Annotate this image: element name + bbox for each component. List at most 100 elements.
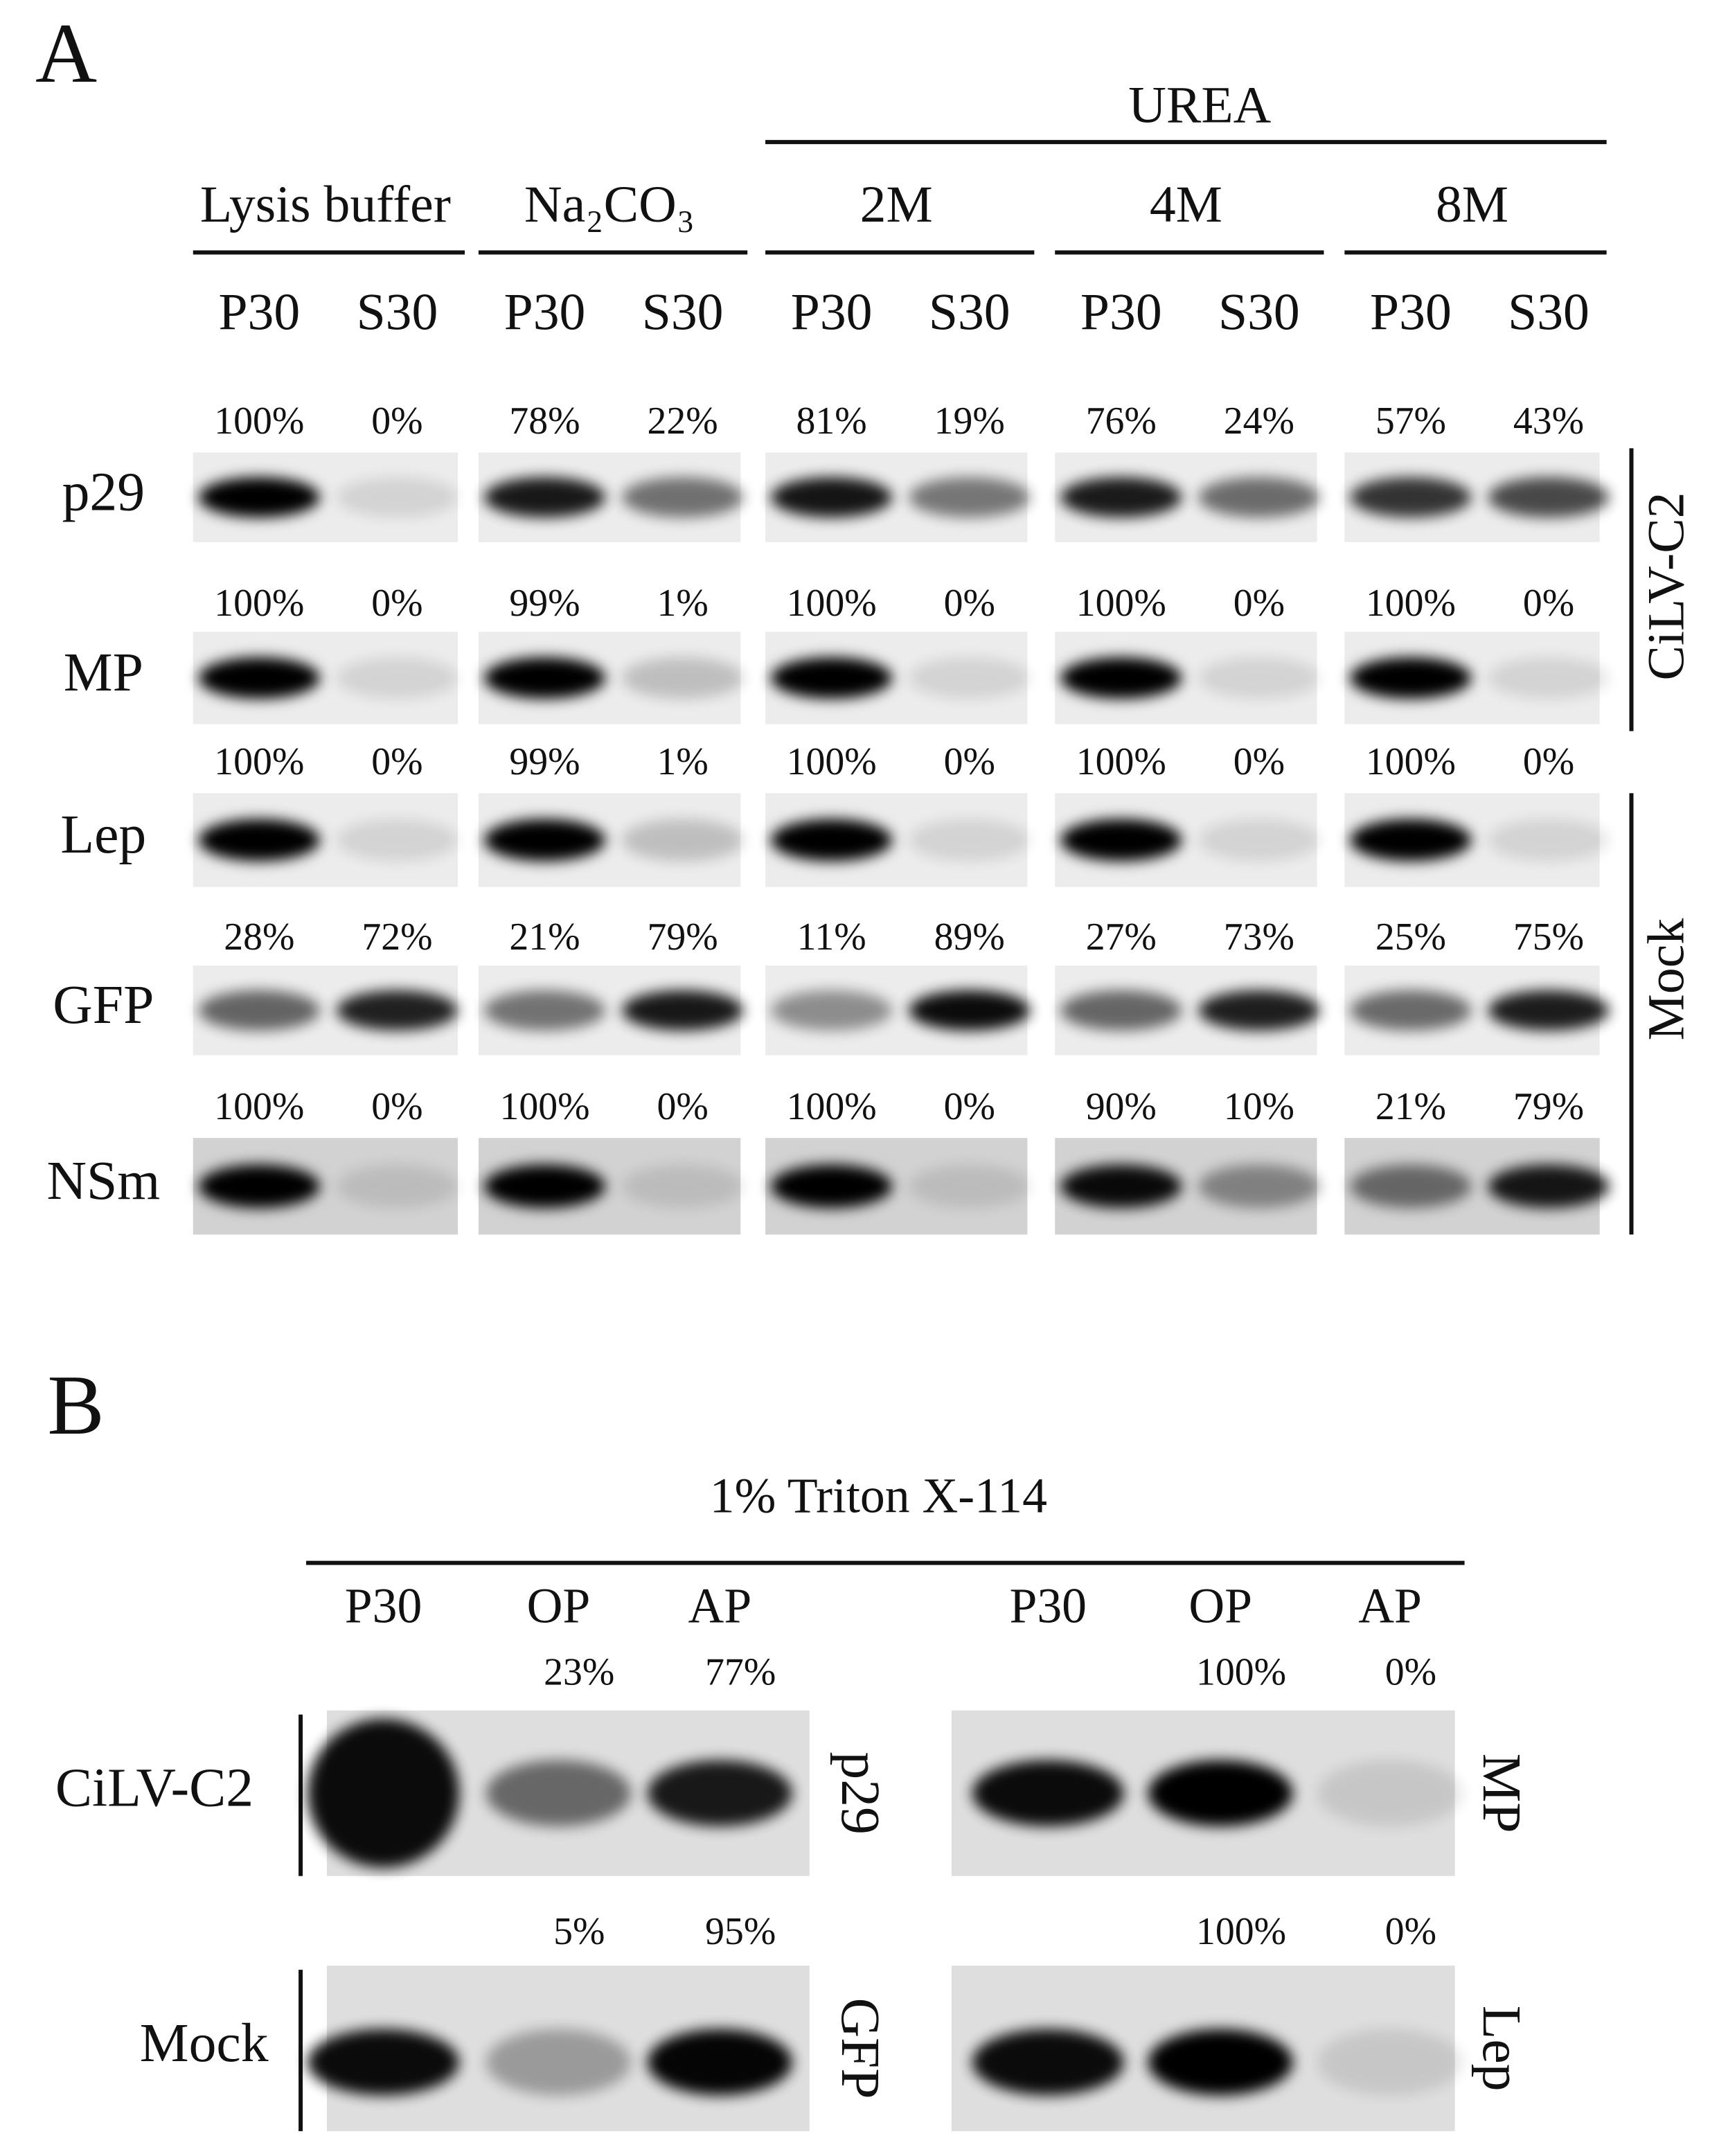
- band: [1350, 819, 1472, 862]
- lane-label: P30: [1370, 283, 1452, 341]
- panel-label: B: [47, 1357, 104, 1452]
- band: [621, 990, 744, 1031]
- lane-label: P30: [345, 1578, 422, 1634]
- band: [1350, 1164, 1472, 1209]
- band: [647, 2029, 792, 2096]
- band: [198, 990, 320, 1031]
- band: [771, 990, 893, 1031]
- percent-label: 28%: [224, 916, 294, 959]
- percent-label: 0%: [1233, 582, 1285, 625]
- band: [336, 657, 458, 699]
- band: [972, 1760, 1124, 1826]
- percent-label: 79%: [1513, 1085, 1584, 1128]
- percent-label: 19%: [934, 400, 1005, 443]
- band: [486, 2029, 631, 2096]
- percent-label: 77%: [705, 1651, 776, 1694]
- band: [336, 819, 458, 862]
- percent-label: 78%: [509, 400, 580, 443]
- band: [1060, 1164, 1182, 1209]
- band: [198, 657, 320, 699]
- percent-label: 100%: [787, 740, 877, 783]
- band: [909, 657, 1031, 699]
- percent-label: 81%: [796, 400, 867, 443]
- percent-label: 100%: [1196, 1651, 1286, 1694]
- band: [1350, 657, 1472, 699]
- band: [1488, 1164, 1610, 1209]
- percent-label: 75%: [1513, 916, 1584, 959]
- percent-label: 99%: [509, 582, 580, 625]
- percent-label: 100%: [787, 582, 877, 625]
- side-label: Mock: [1638, 918, 1695, 1041]
- urea-label: UREA: [1128, 77, 1271, 134]
- percent-label: 25%: [1375, 916, 1446, 959]
- band: [1148, 2029, 1293, 2096]
- percent-label: 100%: [499, 1085, 589, 1128]
- percent-label: 90%: [1086, 1085, 1157, 1128]
- lane-label: S30: [1218, 283, 1300, 341]
- percent-label: 43%: [1513, 400, 1584, 443]
- band: [909, 1164, 1031, 1209]
- percent-label: 95%: [705, 1910, 776, 1953]
- percent-label: 24%: [1224, 400, 1294, 443]
- percent-label: 0%: [1523, 740, 1574, 783]
- percent-label: 0%: [944, 582, 995, 625]
- lane-label: OP: [527, 1578, 591, 1634]
- side-label: CiLV-C2: [1638, 492, 1695, 680]
- band: [336, 990, 458, 1031]
- band: [1488, 990, 1610, 1031]
- protein-label: Lep: [1471, 2006, 1532, 2092]
- protein-label: MP: [64, 642, 143, 703]
- band: [336, 1164, 458, 1209]
- band: [1060, 476, 1182, 518]
- band: [1350, 990, 1472, 1031]
- triton-label: 1% Triton X-114: [710, 1468, 1047, 1523]
- band: [1198, 990, 1320, 1031]
- protein-label: p29: [830, 1752, 891, 1834]
- band: [1060, 990, 1182, 1031]
- band: [621, 476, 744, 518]
- percent-label: 23%: [544, 1651, 614, 1694]
- band: [771, 819, 893, 862]
- lane-label: S30: [357, 283, 438, 341]
- percent-label: 100%: [214, 740, 304, 783]
- percent-label: 76%: [1086, 400, 1157, 443]
- percent-label: 0%: [371, 1085, 422, 1128]
- band: [1198, 819, 1320, 862]
- percent-label: 0%: [1385, 1651, 1436, 1694]
- percent-label: 99%: [509, 740, 580, 783]
- band: [621, 1164, 744, 1209]
- percent-label: 0%: [1233, 740, 1285, 783]
- band: [1317, 1760, 1463, 1826]
- band: [308, 1718, 460, 1868]
- percent-label: 100%: [1366, 740, 1456, 783]
- band: [621, 819, 744, 862]
- percent-label: 21%: [509, 916, 580, 959]
- band: [621, 657, 744, 699]
- band: [771, 657, 893, 699]
- lane-label: AP: [688, 1578, 752, 1634]
- band: [771, 1164, 893, 1209]
- percent-label: 0%: [944, 740, 995, 783]
- percent-label: 1%: [657, 740, 708, 783]
- percent-label: 21%: [1375, 1085, 1446, 1128]
- percent-label: 10%: [1224, 1085, 1294, 1128]
- band: [483, 1164, 606, 1209]
- percent-label: 22%: [648, 400, 718, 443]
- lane-label: S30: [929, 283, 1010, 341]
- row-label: Mock: [140, 2013, 269, 2074]
- percent-label: 100%: [1196, 1910, 1286, 1953]
- percent-label: 0%: [371, 400, 422, 443]
- lane-label: P30: [218, 283, 300, 341]
- band: [198, 476, 320, 518]
- row-label: CiLV-C2: [55, 1757, 253, 1818]
- protein-label: GFP: [830, 1998, 891, 2099]
- band: [483, 819, 606, 862]
- band: [909, 476, 1031, 518]
- percent-label: 79%: [648, 916, 718, 959]
- lane-label: OP: [1188, 1578, 1252, 1634]
- band: [483, 476, 606, 518]
- percent-label: 73%: [1224, 916, 1294, 959]
- band: [483, 990, 606, 1031]
